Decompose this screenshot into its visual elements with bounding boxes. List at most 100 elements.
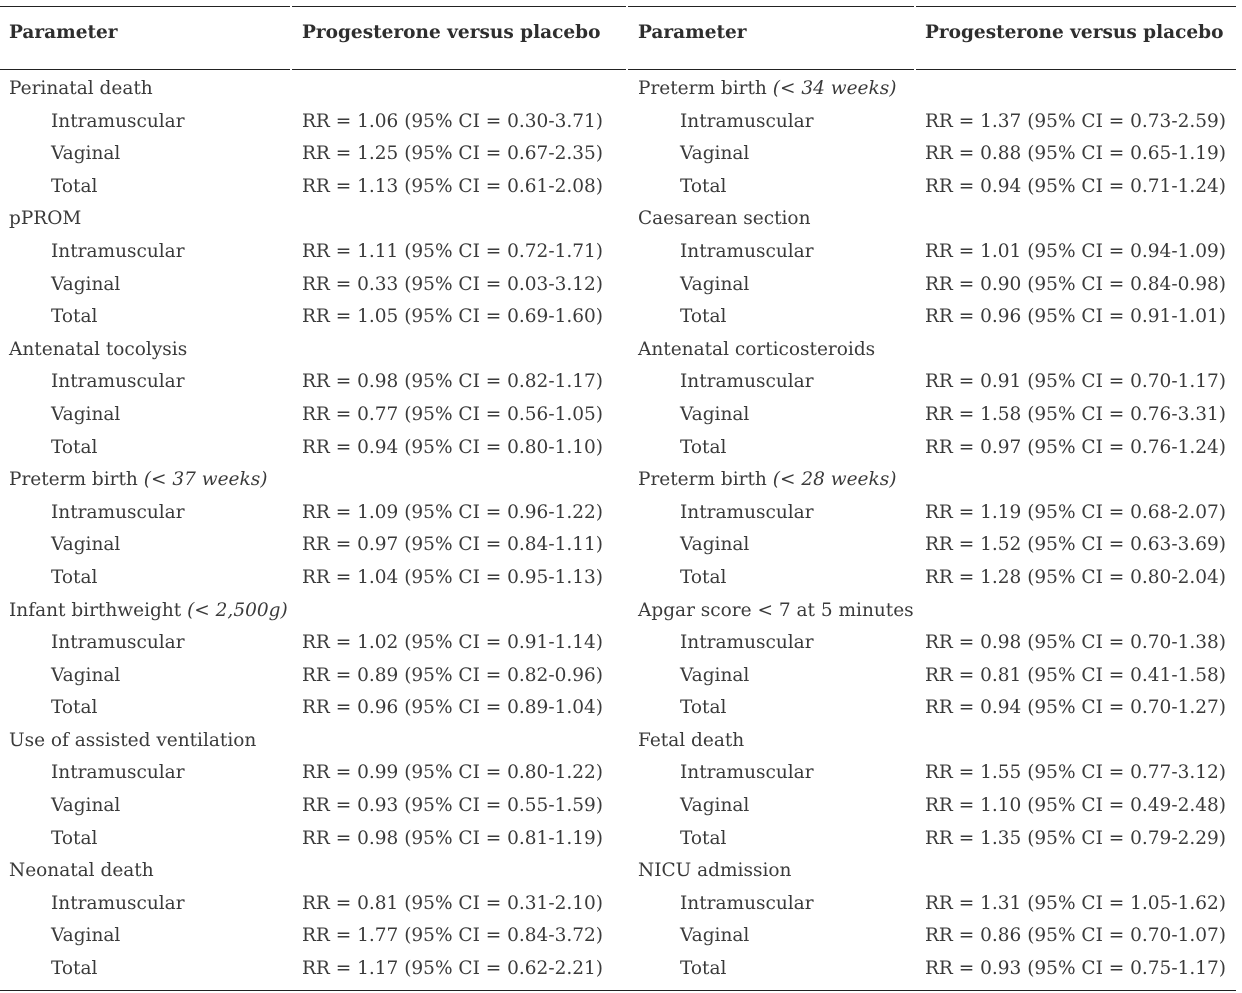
rr-value: RR = 0.98 (95% CI = 0.70-1.38) <box>925 632 1226 653</box>
parameter-label-qualifier: (< 2,500g) <box>187 599 288 621</box>
sub-parameter-label-text: Intramuscular <box>51 371 185 393</box>
table-row: Intramuscular RR = 0.99 (95% CI = 0.80-1.… <box>0 760 1236 793</box>
rr-value: RR = 0.97 (95% CI = 0.76-1.24) <box>925 437 1226 458</box>
rr-value-text: RR = 1.31 (95% CI = 1.05-1.62) <box>925 892 1226 914</box>
parameter-label-text: Apgar score < 7 at 5 minutes <box>638 599 914 621</box>
header-rule <box>0 69 1236 70</box>
rr-value: RR = 1.06 (95% CI = 0.30-3.71) <box>302 111 603 132</box>
sub-parameter-label: Total <box>51 958 97 979</box>
sub-parameter-label-text: Vaginal <box>680 534 750 556</box>
rr-value: RR = 1.01 (95% CI = 0.94-1.09) <box>925 241 1226 262</box>
rr-value-text: RR = 0.94 (95% CI = 0.80-1.10) <box>302 436 603 458</box>
rr-value: RR = 1.52 (95% CI = 0.63-3.69) <box>925 534 1226 555</box>
sub-parameter-label: Vaginal <box>51 925 120 946</box>
parameter-label-text: Perinatal death <box>9 78 153 99</box>
sub-parameter-label-text: Intramuscular <box>680 632 814 654</box>
sub-parameter-label: Intramuscular <box>680 371 814 392</box>
sub-parameter-label-text: Intramuscular <box>680 892 814 914</box>
rr-value: RR = 0.90 (95% CI = 0.84-0.98) <box>925 274 1226 295</box>
sub-parameter-label-text: Vaginal <box>51 273 121 295</box>
parameter-label: Fetal death <box>638 730 744 751</box>
sub-parameter-label: Vaginal <box>51 404 120 425</box>
rr-value: RR = 1.35 (95% CI = 0.79-2.29) <box>925 828 1226 849</box>
rr-value: RR = 1.25 (95% CI = 0.67-2.35) <box>302 143 603 164</box>
sub-parameter-label: Intramuscular <box>680 241 814 262</box>
rr-value-text: RR = 0.33 (95% CI = 0.03-3.12) <box>302 273 603 295</box>
top-rule <box>0 6 1236 7</box>
rr-value-text: RR = 1.01 (95% CI = 0.94-1.09) <box>925 240 1226 262</box>
sub-parameter-label-text: Intramuscular <box>680 110 814 132</box>
sub-parameter-label: Intramuscular <box>680 762 814 783</box>
parameter-label-qualifier: (< 28 weeks) <box>772 469 897 491</box>
rr-value-text: RR = 0.96 (95% CI = 0.89-1.04) <box>302 697 603 719</box>
rr-value-text: RR = 0.96 (95% CI = 0.91-1.01) <box>925 306 1226 328</box>
table-row: Total RR = 1.13 (95% CI = 0.61-2.08) Total… <box>0 174 1236 207</box>
rr-value: RR = 1.04 (95% CI = 0.95-1.13) <box>302 567 603 588</box>
sub-parameter-label-text: Intramuscular <box>680 240 814 262</box>
parameter-label: pPROM <box>9 208 81 229</box>
parameter-label: Perinatal death <box>9 78 153 99</box>
parameter-label-text: Caesarean section <box>638 208 811 230</box>
sub-parameter-label: Intramuscular <box>680 632 814 653</box>
sub-parameter-label: Vaginal <box>680 534 749 555</box>
header-comparison: Progesterone versus placebo <box>925 22 1224 43</box>
sub-parameter-label: Total <box>51 697 97 718</box>
table-row: Vaginal RR = 0.93 (95% CI = 0.55-1.59) Vag… <box>0 793 1236 826</box>
rr-value: RR = 1.09 (95% CI = 0.96-1.22) <box>302 502 603 523</box>
rr-value: RR = 1.19 (95% CI = 0.68-2.07) <box>925 502 1226 523</box>
sub-parameter-label: Intramuscular <box>51 111 185 132</box>
rr-value: RR = 0.98 (95% CI = 0.81-1.19) <box>302 828 603 849</box>
sub-parameter-label-text: Vaginal <box>51 534 121 556</box>
sub-parameter-label: Vaginal <box>51 143 120 164</box>
parameter-label-text: Preterm birth <box>638 78 773 99</box>
sub-parameter-label-text: Vaginal <box>51 143 121 165</box>
table-row: Vaginal RR = 0.97 (95% CI = 0.84-1.11) Vag… <box>0 532 1236 565</box>
rr-value-text: RR = 0.77 (95% CI = 0.56-1.05) <box>302 403 603 425</box>
sub-parameter-label-text: Intramuscular <box>51 240 185 262</box>
sub-parameter-label-text: Vaginal <box>51 795 121 817</box>
sub-parameter-label-text: Total <box>680 827 727 849</box>
header-parameter: Parameter <box>9 22 118 43</box>
rr-value: RR = 0.94 (95% CI = 0.70-1.27) <box>925 697 1226 718</box>
sub-parameter-label: Total <box>51 567 97 588</box>
sub-parameter-label-text: Vaginal <box>680 664 750 686</box>
table-row: Neonatal death NICU admission <box>0 858 1236 891</box>
rr-value: RR = 0.89 (95% CI = 0.82-0.96) <box>302 665 603 686</box>
rr-value: RR = 0.97 (95% CI = 0.84-1.11) <box>302 534 603 555</box>
table-row: pPROM Caesarean section <box>0 206 1236 239</box>
rr-value-text: RR = 0.91 (95% CI = 0.70-1.17) <box>925 371 1226 393</box>
rr-value-text: RR = 1.77 (95% CI = 0.84-3.72) <box>302 925 603 947</box>
sub-parameter-label-text: Total <box>51 306 98 328</box>
sub-parameter-label: Vaginal <box>51 534 120 555</box>
rr-value-text: RR = 1.52 (95% CI = 0.63-3.69) <box>925 534 1226 556</box>
table-row: Intramuscular RR = 0.81 (95% CI = 0.31-2.… <box>0 891 1236 924</box>
bottom-rule <box>0 990 1236 991</box>
sub-parameter-label-text: Vaginal <box>680 925 750 947</box>
parameter-label: Apgar score < 7 at 5 minutes <box>638 600 914 621</box>
rr-value: RR = 0.96 (95% CI = 0.91-1.01) <box>925 306 1226 327</box>
rr-value: RR = 0.81 (95% CI = 0.41-1.58) <box>925 665 1226 686</box>
rr-value: RR = 0.94 (95% CI = 0.71-1.24) <box>925 176 1226 197</box>
header-comparison: Progesterone versus placebo <box>302 22 601 43</box>
parameter-label-qualifier: (< 34 weeks) <box>772 78 897 99</box>
rr-value: RR = 0.93 (95% CI = 0.75-1.17) <box>925 958 1226 979</box>
sub-parameter-label-text: Total <box>51 827 98 849</box>
sub-parameter-label-text: Intramuscular <box>680 371 814 393</box>
sub-parameter-label: Intramuscular <box>51 893 185 914</box>
table-row: Vaginal RR = 1.25 (95% CI = 0.67-2.35) Vag… <box>0 141 1236 174</box>
parameter-label: Preterm birth (< 28 weeks) <box>638 469 896 490</box>
table-row: Vaginal RR = 0.77 (95% CI = 0.56-1.05) Vag… <box>0 402 1236 435</box>
parameter-label-text: Infant birthweight <box>9 599 188 621</box>
rr-value: RR = 1.77 (95% CI = 0.84-3.72) <box>302 925 603 946</box>
sub-parameter-label-text: Intramuscular <box>51 632 185 654</box>
table-header: Parameter Progesterone versus placebo Pa… <box>0 22 1236 56</box>
parameter-label: Antenatal corticosteroids <box>638 339 875 360</box>
sub-parameter-label: Intramuscular <box>51 241 185 262</box>
sub-parameter-label-text: Vaginal <box>51 925 121 947</box>
sub-parameter-label-text: Intramuscular <box>680 501 814 523</box>
column-gap <box>290 6 292 990</box>
rr-value-text: RR = 0.94 (95% CI = 0.70-1.27) <box>925 697 1226 719</box>
sub-parameter-label-text: Intramuscular <box>51 501 185 523</box>
parameter-label-text: NICU admission <box>638 860 792 882</box>
